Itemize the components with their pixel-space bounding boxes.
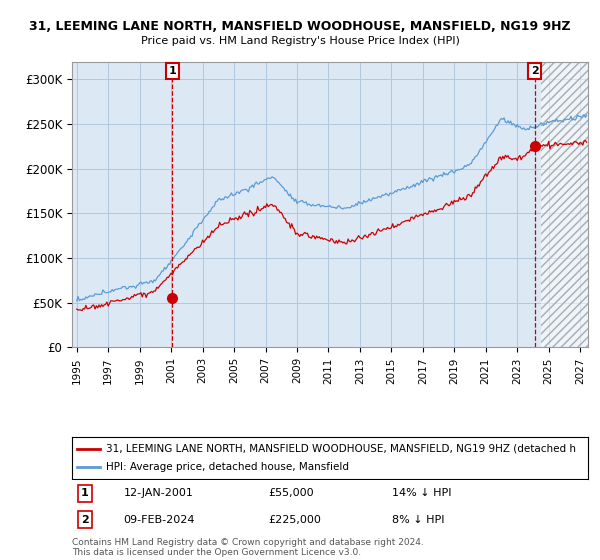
Text: 8% ↓ HPI: 8% ↓ HPI	[392, 515, 445, 525]
Bar	[541, 62, 588, 347]
Text: 09-FEB-2024: 09-FEB-2024	[124, 515, 195, 525]
Text: 2: 2	[81, 515, 89, 525]
Text: 1: 1	[81, 488, 89, 498]
Text: 12-JAN-2001: 12-JAN-2001	[124, 488, 193, 498]
Text: 14% ↓ HPI: 14% ↓ HPI	[392, 488, 451, 498]
Bar	[541, 62, 588, 347]
Text: HPI: Average price, detached house, Mansfield: HPI: Average price, detached house, Mans…	[106, 462, 349, 472]
Text: 31, LEEMING LANE NORTH, MANSFIELD WOODHOUSE, MANSFIELD, NG19 9HZ (detached h: 31, LEEMING LANE NORTH, MANSFIELD WOODHO…	[106, 444, 575, 454]
Text: Contains HM Land Registry data © Crown copyright and database right 2024.
This d: Contains HM Land Registry data © Crown c…	[72, 538, 424, 557]
Text: Price paid vs. HM Land Registry's House Price Index (HPI): Price paid vs. HM Land Registry's House …	[140, 36, 460, 46]
Text: 31, LEEMING LANE NORTH, MANSFIELD WOODHOUSE, MANSFIELD, NG19 9HZ: 31, LEEMING LANE NORTH, MANSFIELD WOODHO…	[29, 20, 571, 32]
Text: £225,000: £225,000	[268, 515, 321, 525]
Text: 1: 1	[169, 66, 176, 76]
Text: 2: 2	[531, 66, 539, 76]
Text: £55,000: £55,000	[268, 488, 314, 498]
